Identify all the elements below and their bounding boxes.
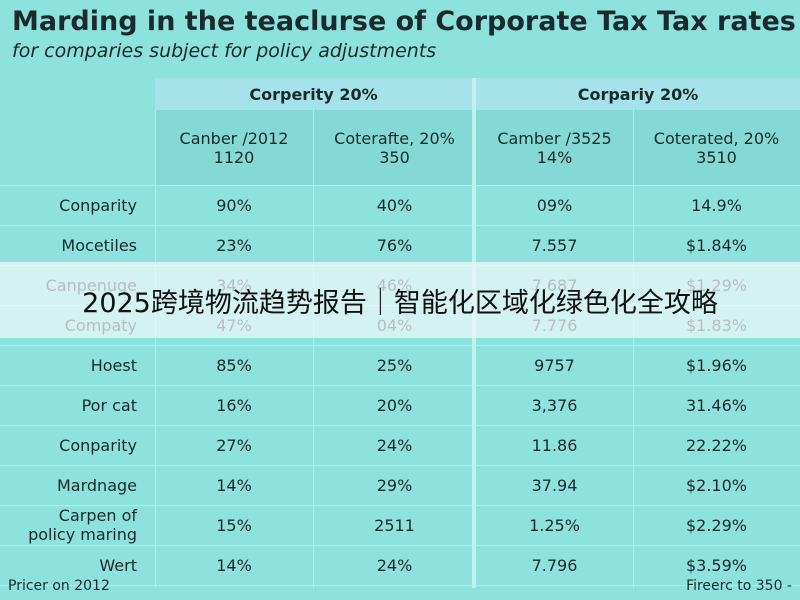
cell-line: Coterafte, 20%	[334, 128, 455, 148]
table-cell: 37.94	[531, 475, 578, 495]
footer-left: Pricer on 2012	[8, 578, 110, 594]
grid-line	[0, 505, 800, 506]
table-cell: 11.86	[531, 435, 578, 455]
row-label: Carpen of policy maring	[0, 505, 155, 545]
group-header-bg	[155, 78, 472, 110]
row-label: Mocetiles	[61, 235, 137, 255]
cell-line: Coterated, 20%	[653, 128, 780, 148]
group-header: Corpariy 20%	[577, 84, 699, 104]
table-cell: 20%	[376, 395, 413, 415]
table-cell: 25%	[376, 355, 413, 375]
table-cell: 85%	[216, 355, 252, 375]
grid-line	[0, 545, 800, 546]
column-header: Canber /2012 1120	[155, 110, 313, 185]
table-cell: 3,376	[531, 395, 578, 415]
grid-line	[0, 585, 800, 586]
grid-line	[0, 185, 800, 186]
table-cell: $2.29%	[685, 515, 747, 535]
table-cell: 7.796	[531, 555, 578, 575]
cell-line: 14%	[536, 147, 573, 167]
column-header: Coterated, 20% 3510	[633, 110, 800, 185]
row-label: Conparity	[59, 435, 137, 455]
table-cell: 31.46%	[685, 395, 747, 415]
table-cell: 7.557	[531, 235, 578, 255]
grid-line	[633, 110, 634, 588]
grid-line	[0, 465, 800, 466]
group-header: Corperity 20%	[249, 84, 378, 104]
grid-line	[155, 110, 156, 588]
cell-line: Camber /3525	[497, 128, 612, 148]
cell-line: policy maring	[28, 525, 137, 544]
table-cell: 9757	[534, 355, 575, 375]
cell-line: 3510	[696, 147, 737, 167]
table-cell: $1.96%	[685, 355, 747, 375]
table-cell: 24%	[376, 555, 413, 575]
column-header: Coterafte, 20% 350	[313, 110, 476, 185]
cell-line: 1120	[213, 147, 255, 167]
table-cell: 27%	[216, 435, 252, 455]
sub-header-bg	[155, 110, 800, 185]
table-cell: 40%	[376, 195, 413, 215]
grid-line	[0, 425, 800, 426]
group-header-bg	[476, 78, 800, 110]
grid-line	[0, 385, 800, 386]
table-cell: 76%	[376, 235, 413, 255]
table-cell: 23%	[216, 235, 252, 255]
table-cell: 1.25%	[529, 515, 580, 535]
table-cell: 29%	[376, 475, 413, 495]
row-label: Por cat	[81, 395, 137, 415]
table-cell: 90%	[216, 195, 252, 215]
table-cell: 14%	[216, 555, 252, 575]
table-cell: 24%	[376, 435, 413, 455]
table-cell: 14.9%	[691, 195, 742, 215]
table-cell: 09%	[536, 195, 573, 215]
row-label: Hoest	[90, 355, 137, 375]
table-cell: $1.84%	[685, 235, 747, 255]
cell-line: 350	[379, 147, 410, 167]
grid-line	[313, 110, 314, 588]
grid-line	[0, 345, 800, 346]
column-header: Camber /3525 14%	[476, 110, 633, 185]
title: Marding in the teaclurse of Corporate Ta…	[12, 6, 796, 37]
table-cell: $2.10%	[685, 475, 747, 495]
table-cell: 15%	[216, 515, 252, 535]
subtitle: for comparies subject for policy adjustm…	[12, 40, 437, 62]
table-cell: 14%	[216, 475, 252, 495]
table-cell: 2511	[374, 515, 415, 535]
cell-line: Carpen of	[58, 506, 137, 525]
table-cell: $3.59%	[685, 555, 747, 575]
footer-right: Fireerc to 350 -	[686, 578, 792, 594]
row-label: Mardnage	[56, 475, 137, 495]
row-label: Wert	[99, 555, 137, 575]
grid-line	[0, 225, 800, 226]
row-label: Conparity	[59, 195, 137, 215]
table-cell: 22.22%	[685, 435, 747, 455]
cell-line: Canber /2012	[179, 128, 289, 148]
banner: 2025跨境物流趋势报告｜智能化区域化绿色化全攻略	[0, 262, 800, 338]
table-cell: 16%	[216, 395, 252, 415]
